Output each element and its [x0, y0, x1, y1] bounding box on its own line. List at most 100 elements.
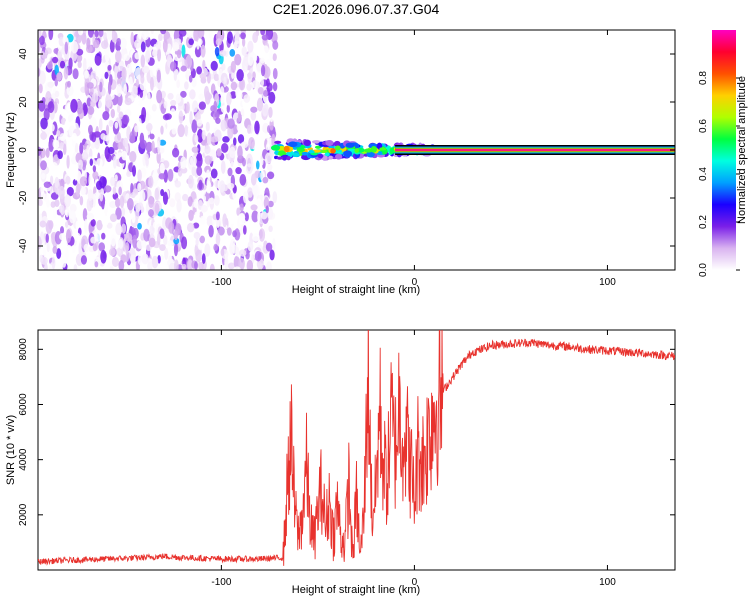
heatmap-cell: [112, 186, 117, 195]
heatmap-cell: [130, 254, 136, 264]
heatmap-cell: [83, 104, 88, 116]
heatmap-cell: [235, 246, 240, 257]
heatmap-cell: [333, 140, 341, 147]
heatmap-cell: [98, 30, 104, 38]
heatmap-cell: [167, 240, 174, 247]
heatmap-cell: [103, 32, 108, 41]
heatmap-cell: [246, 83, 252, 91]
heatmap-cell: [73, 232, 81, 242]
heatmap-cell: [162, 39, 168, 53]
heatmap-cell: [201, 253, 206, 265]
heatmap-cell: [84, 219, 88, 233]
heatmap-cell: [199, 215, 206, 225]
heatmap-cell: [193, 30, 199, 42]
heatmap-cell: [38, 198, 43, 207]
heatmap-cell: [166, 246, 173, 255]
carrier-line: [395, 149, 675, 151]
heatmap-cell: [110, 108, 115, 119]
heatmap-cell: [233, 40, 241, 48]
heatmap-cell: [46, 53, 51, 62]
heatmap-cell: [101, 215, 109, 227]
heatmap-cell: [62, 143, 67, 156]
heatmap-cell: [86, 212, 95, 221]
heatmap-cell: [65, 247, 69, 261]
heatmap-cell: [227, 167, 233, 177]
heatmap-cell: [194, 134, 199, 143]
heatmap-cell: [227, 262, 235, 270]
heatmap-cell: [140, 41, 146, 53]
heatmap-cell: [189, 111, 193, 125]
heatmap-cell: [191, 77, 197, 88]
heatmap-cell: [197, 38, 203, 46]
heatmap-cell: [63, 130, 68, 137]
heatmap-cell: [123, 53, 131, 62]
heatmap-cell: [170, 99, 177, 106]
heatmap-cell: [86, 58, 92, 70]
heatmap-cell: [129, 131, 136, 143]
heatmap-cell: [215, 211, 220, 221]
heatmap-cell: [159, 228, 165, 240]
heatmap-cell: [61, 258, 67, 268]
heatmap-cell: [121, 66, 127, 81]
heatmap-cell: [226, 92, 232, 106]
heatmap-cell: [269, 249, 275, 261]
heatmap-cell: [132, 165, 137, 177]
heatmap-cell: [187, 196, 193, 207]
spectrogram-ytick-label: -40: [18, 238, 29, 253]
heatmap-cell: [77, 30, 84, 36]
heatmap-cell: [70, 98, 78, 113]
heatmap-cell: [208, 225, 214, 238]
heatmap-cell: [148, 209, 154, 217]
heatmap-cell: [65, 229, 72, 244]
heatmap-cell: [141, 65, 150, 74]
heatmap-cell: [189, 155, 197, 167]
heatmap-cell: [272, 67, 278, 80]
heatmap-cell: [203, 85, 210, 100]
heatmap-cell: [178, 110, 184, 124]
heatmap-cell: [135, 78, 140, 89]
heatmap-cell: [257, 211, 261, 223]
heatmap-cell: [222, 136, 230, 143]
heatmap-cell: [272, 40, 279, 50]
heatmap-cell: [262, 176, 269, 184]
spectrogram-xtick-label: 0: [412, 277, 418, 288]
colorbar-tick-label: 0.6: [698, 119, 709, 133]
heatmap-cell: [94, 30, 99, 38]
heatmap-cell: [213, 73, 220, 82]
heatmap-cell: [102, 110, 110, 121]
heatmap-cell: [260, 211, 268, 220]
heatmap-cell: [134, 39, 141, 49]
heatmap-cell: [175, 93, 182, 104]
colorbar-tick-label: 0.4: [698, 167, 709, 181]
heatmap-cell: [176, 50, 182, 59]
heatmap-cell: [80, 255, 87, 265]
heatmap-cell: [114, 121, 119, 129]
heatmap-cell: [188, 209, 194, 221]
heatmap-cell: [250, 111, 257, 121]
heatmap-cell: [79, 142, 84, 155]
heatmap-cell: [94, 261, 99, 268]
heatmap-cell: [176, 79, 180, 89]
heatmap-cell: [237, 213, 246, 221]
heatmap-cell: [50, 162, 58, 171]
heatmap-cell: [56, 248, 62, 259]
heatmap-cell: [137, 253, 144, 266]
heatmap-cell: [88, 124, 93, 135]
heatmap-cell: [233, 137, 237, 146]
heatmap-cell: [38, 41, 41, 53]
heatmap-cell: [176, 199, 182, 213]
heatmap-cell: [235, 31, 240, 41]
heatmap-cell: [222, 213, 228, 228]
heatmap-cell: [210, 168, 218, 179]
heatmap-cell: [301, 151, 309, 156]
heatmap-cell: [266, 125, 271, 133]
heatmap-cell: [226, 227, 232, 236]
heatmap-cell: [100, 249, 107, 264]
heatmap-cell: [173, 230, 179, 241]
heatmap-cell: [157, 47, 162, 62]
heatmap-cell: [198, 101, 206, 110]
heatmap-cell: [141, 106, 147, 121]
heatmap-cell: [146, 91, 151, 105]
heatmap-cell: [94, 55, 102, 66]
